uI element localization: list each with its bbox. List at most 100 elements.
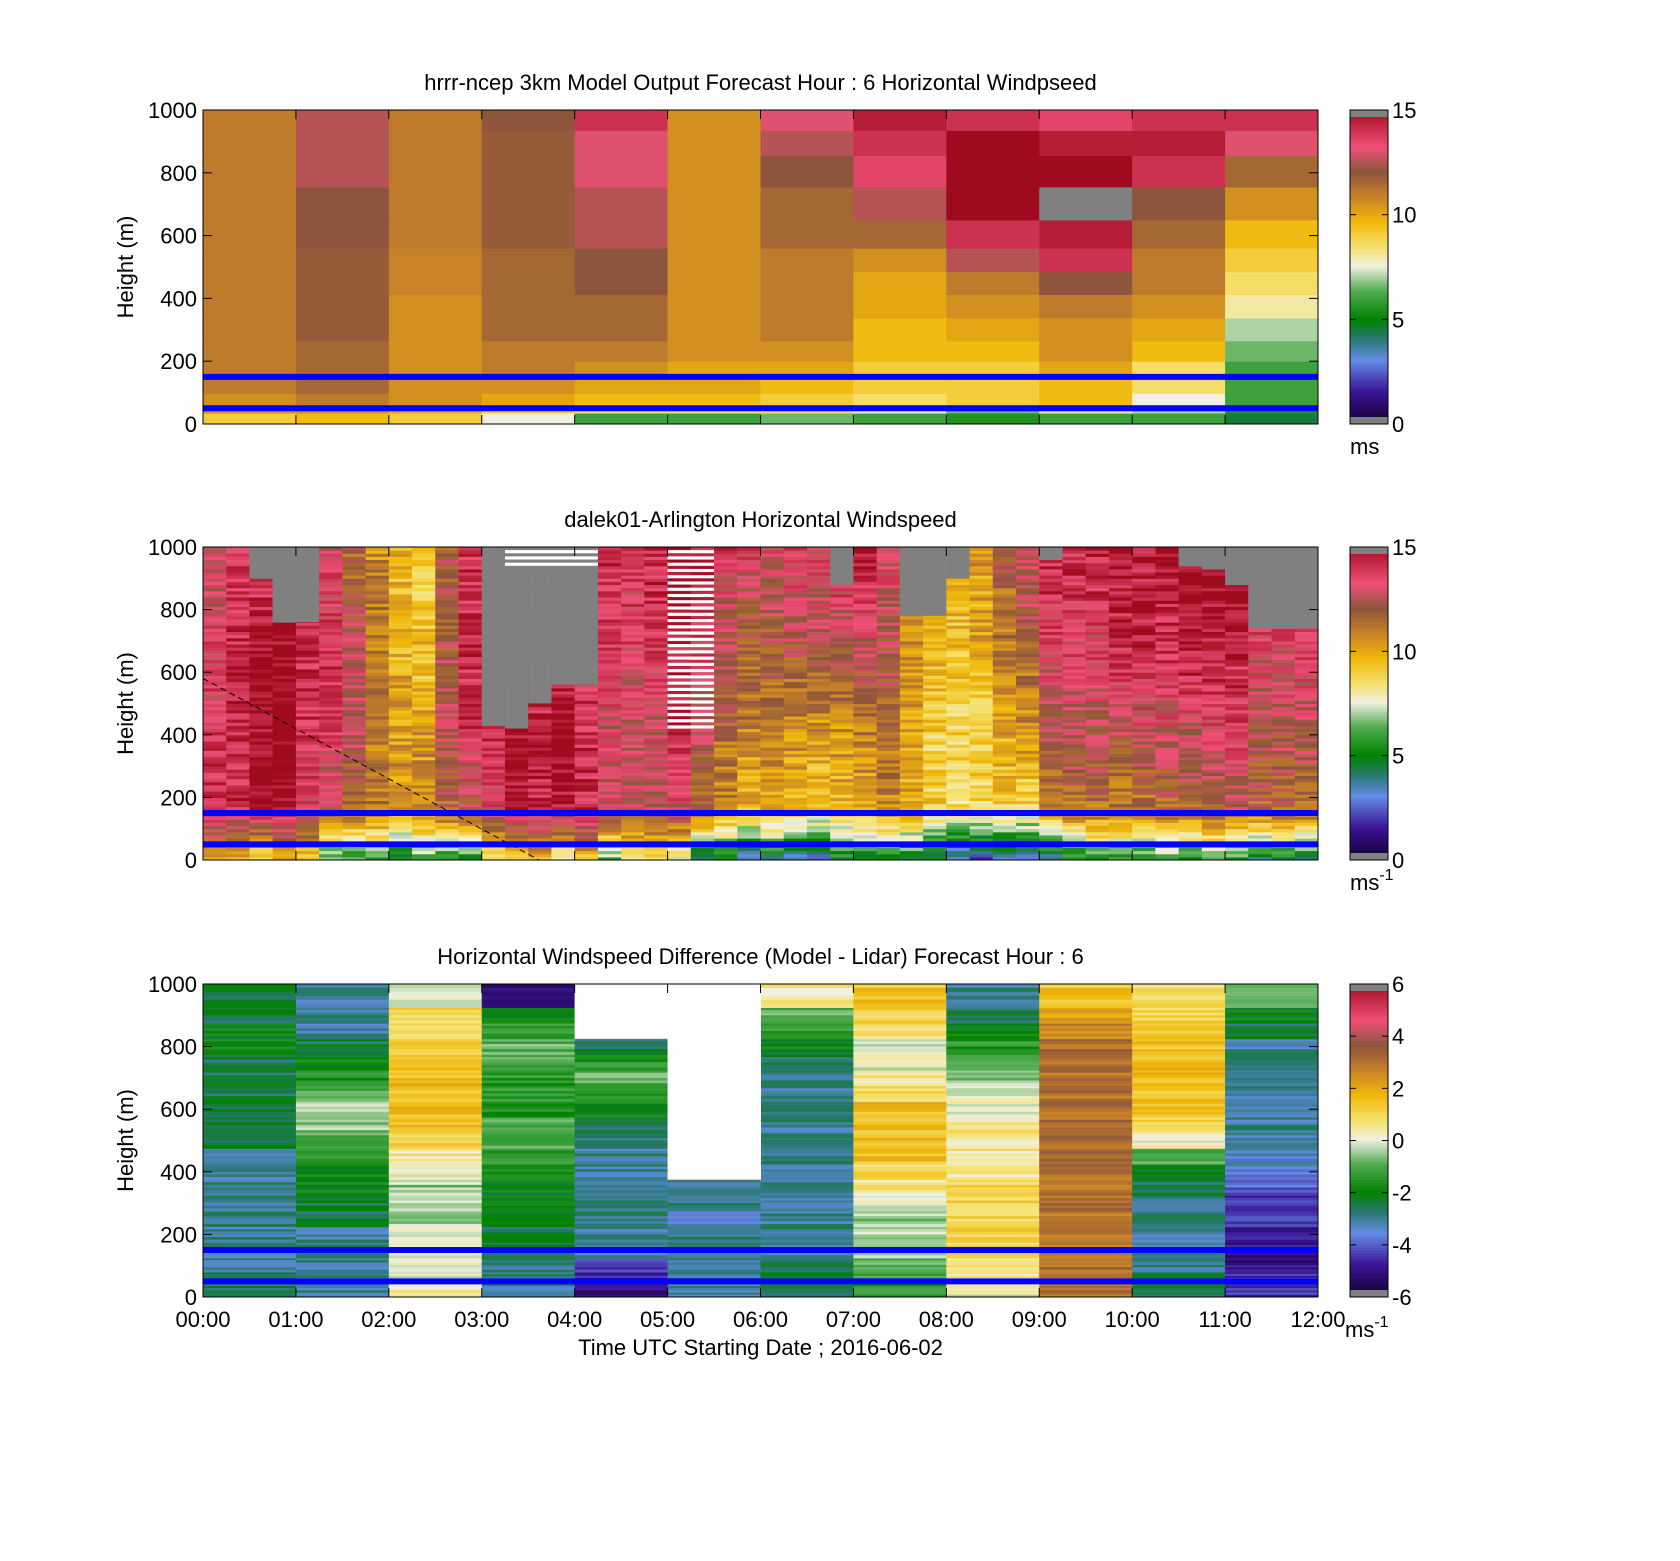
heatmap-cell xyxy=(1108,597,1133,601)
heatmap-cell xyxy=(621,731,645,736)
heatmap-cell xyxy=(1039,734,1063,739)
heatmap-cell xyxy=(783,578,808,582)
heatmap-cell xyxy=(690,734,715,739)
heatmap-cell xyxy=(969,816,994,820)
heatmap-cell xyxy=(203,681,227,686)
heatmap-cell xyxy=(458,800,483,805)
heatmap-cell xyxy=(458,819,483,823)
heatmap-cell xyxy=(969,572,994,576)
heatmap-cell xyxy=(481,838,506,842)
heatmap-cell xyxy=(830,656,854,661)
heatmap-cell xyxy=(388,828,413,833)
heatmap-cell xyxy=(597,744,622,748)
colorbar-segment xyxy=(1350,363,1388,367)
heatmap-cell xyxy=(1225,819,1249,823)
heatmap-cell xyxy=(992,556,1017,561)
heatmap-cell xyxy=(504,734,529,739)
heatmap-cell xyxy=(226,781,250,786)
colorbar-segment xyxy=(1350,301,1388,305)
heatmap-cell xyxy=(365,656,390,661)
heatmap-cell xyxy=(992,722,1017,726)
heatmap-cell xyxy=(1108,590,1133,595)
heatmap-cell xyxy=(481,741,506,745)
heatmap-cell xyxy=(876,700,901,704)
heatmap-cell xyxy=(783,622,808,626)
heatmap-cell xyxy=(876,572,901,576)
heatmap-cell xyxy=(969,797,994,802)
heatmap-cell xyxy=(597,722,622,726)
heatmap-cell xyxy=(272,659,297,664)
heatmap-cell xyxy=(1132,825,1156,830)
heatmap-cell xyxy=(226,622,250,626)
heatmap-cell xyxy=(1108,562,1133,567)
heatmap-cell xyxy=(551,853,576,858)
heatmap-cell xyxy=(319,553,343,557)
heatmap-cell xyxy=(830,781,854,786)
heatmap-cell xyxy=(319,772,343,776)
heatmap-cell xyxy=(1225,653,1249,658)
heatmap-cell xyxy=(203,741,227,745)
heatmap-cell xyxy=(504,797,529,802)
heatmap-cell xyxy=(1178,834,1203,839)
heatmap-cell xyxy=(435,741,460,745)
heatmap-cell xyxy=(435,747,460,751)
heatmap-cell xyxy=(458,753,483,758)
heatmap-cell xyxy=(249,681,274,686)
heatmap-cell xyxy=(551,822,576,827)
heatmap-cell xyxy=(435,750,460,755)
heatmap-cell xyxy=(1248,716,1273,720)
heatmap-cell xyxy=(946,712,971,717)
heatmap-cell xyxy=(737,831,761,836)
heatmap-cell xyxy=(551,791,576,795)
heatmap-cell xyxy=(412,697,436,701)
heatmap-cell xyxy=(876,584,901,589)
heatmap-cell xyxy=(295,294,390,319)
heatmap-cell xyxy=(458,622,483,626)
heatmap-cell xyxy=(946,271,1040,295)
heatmap-cell xyxy=(597,825,622,830)
heatmap-cell xyxy=(342,559,367,564)
heatmap-cell xyxy=(853,600,878,604)
heatmap-cell xyxy=(1085,791,1110,795)
heatmap-cell xyxy=(1108,587,1133,592)
heatmap-cell xyxy=(969,741,994,745)
heatmap-cell xyxy=(923,700,947,704)
heatmap-cell xyxy=(737,568,761,573)
heatmap-cell xyxy=(760,553,785,557)
heatmap-cell xyxy=(1132,634,1156,639)
heatmap-cell xyxy=(737,656,761,661)
heatmap-cell xyxy=(203,675,227,679)
heatmap-cell xyxy=(644,653,669,658)
heatmap-cell xyxy=(435,565,460,570)
heatmap-cell xyxy=(365,747,390,751)
heatmap-cell xyxy=(923,778,947,783)
heatmap-cell xyxy=(574,271,669,295)
heatmap-cell xyxy=(876,631,901,636)
heatmap-cell xyxy=(481,806,506,811)
heatmap-cell xyxy=(969,734,994,739)
heatmap-cell xyxy=(1225,816,1249,820)
heatmap-cell xyxy=(1248,781,1273,786)
heatmap-cell xyxy=(435,662,460,667)
heatmap-cell xyxy=(388,644,413,648)
heatmap-cell xyxy=(1225,753,1249,758)
heatmap-cell xyxy=(1062,609,1087,614)
heatmap-cell xyxy=(1108,700,1133,704)
heatmap-cell xyxy=(1178,788,1203,792)
heatmap-cell xyxy=(528,725,552,730)
heatmap-cell xyxy=(1132,672,1156,676)
heatmap-cell xyxy=(1085,719,1110,723)
heatmap-cell xyxy=(1085,584,1110,589)
heatmap-cell xyxy=(597,640,622,645)
heatmap-cell xyxy=(226,612,250,617)
heatmap-cell xyxy=(1248,766,1273,770)
heatmap-cell xyxy=(992,778,1017,783)
heatmap-cell xyxy=(597,775,622,780)
heatmap-cell xyxy=(946,653,971,658)
heatmap-cell xyxy=(1248,703,1273,708)
heatmap-cell xyxy=(760,110,854,131)
heatmap-cell xyxy=(203,186,297,221)
heatmap-cell xyxy=(830,659,854,664)
heatmap-cell xyxy=(1225,581,1249,586)
heatmap-cell xyxy=(1016,853,1040,858)
